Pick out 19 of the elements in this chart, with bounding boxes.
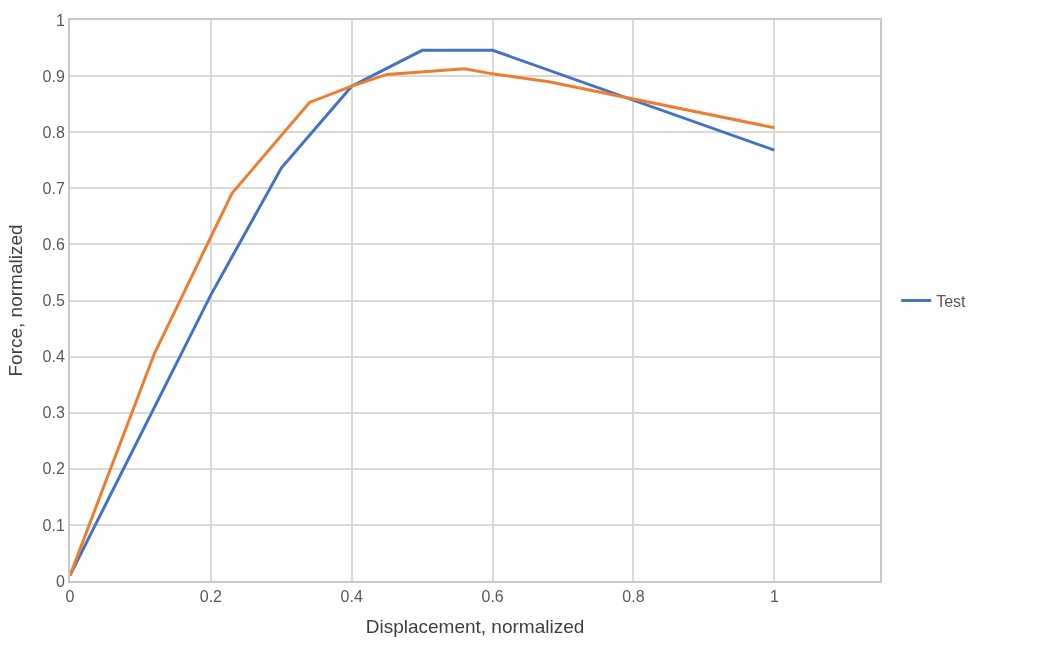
x-axis-title: Displacement, normalized [365,615,585,637]
y-tick-label: 0.9 [42,67,65,85]
legend-label: Test [936,292,967,310]
y-tick-label: 0.5 [42,292,65,310]
x-tick-label: 0.2 [199,588,223,606]
y-tick-label: 0.4 [42,348,65,366]
x-tick-label: 0.6 [481,588,504,606]
y-tick-label: 1 [55,11,65,29]
x-tick-label: 0.4 [340,588,363,606]
y-tick-label: 0.1 [42,516,65,534]
x-tick-label: 0.8 [622,588,645,606]
x-tick-label: 1 [769,588,779,606]
y-tick-label: 0 [55,572,65,590]
y-tick-label: 0.6 [42,236,65,253]
y-tick-label: 0.2 [42,460,65,478]
y-axis-title: Force, normalized [4,224,26,377]
y-tick-label: 0.3 [42,404,65,422]
y-tick-label: 0.7 [42,179,65,197]
y-tick-label: 0.8 [42,123,65,141]
